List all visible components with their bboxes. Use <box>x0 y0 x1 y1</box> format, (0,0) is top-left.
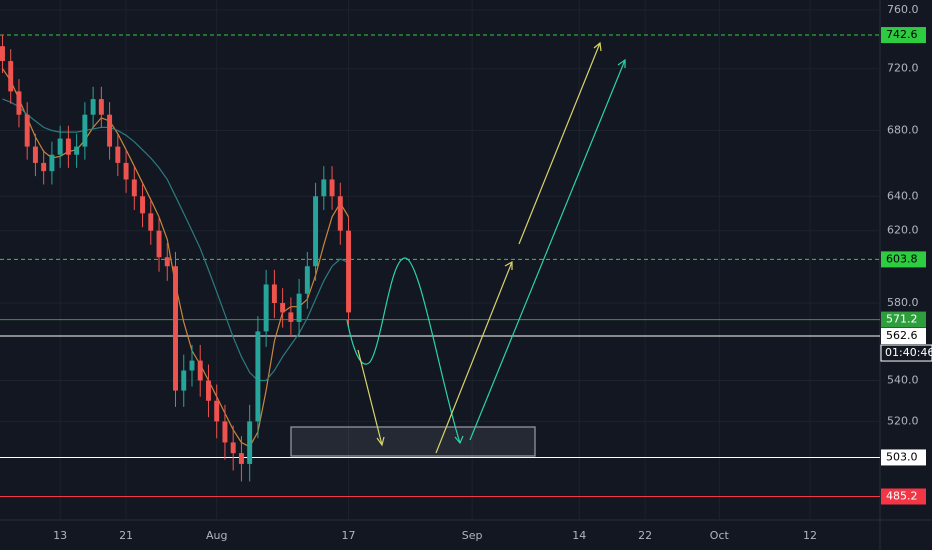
arrow-head <box>617 58 626 68</box>
candle-body <box>156 230 162 258</box>
price-label-bg <box>881 251 926 268</box>
candle-body <box>247 421 253 464</box>
candle-body <box>296 293 302 322</box>
price-label-bg <box>881 27 926 44</box>
candle-body <box>16 91 22 115</box>
y-tick-label: 520.0 <box>887 414 919 427</box>
candle-body <box>123 162 129 180</box>
candle-body <box>230 442 236 454</box>
candle-body <box>140 196 146 214</box>
y-tick-label: 640.0 <box>887 189 919 202</box>
arrow <box>357 349 383 446</box>
price-label-bg <box>881 328 926 345</box>
candle-body <box>164 257 170 267</box>
arrow-head <box>376 436 385 447</box>
price-label: 742.6 <box>886 28 918 41</box>
candle-body <box>0 46 5 62</box>
candle-body <box>148 213 154 231</box>
price-label: 603.8 <box>886 252 918 265</box>
arrow <box>518 42 601 245</box>
candle-body <box>131 179 137 197</box>
y-tick-label: 540.0 <box>887 373 919 386</box>
y-tick-label: 760.0 <box>887 3 919 16</box>
x-tick-label: 17 <box>342 529 356 542</box>
price-lines <box>0 34 880 498</box>
candle-body <box>205 380 211 401</box>
x-tick-label: 12 <box>803 529 817 542</box>
candle-body <box>82 114 88 147</box>
axes: 760.0 720.0 680.0 640.0 620.0 580.0 540.0 520.0… <box>53 3 932 542</box>
candle-body <box>288 312 294 322</box>
candle-body <box>74 146 80 155</box>
price-label-bg <box>881 311 926 328</box>
candle-body <box>304 266 310 294</box>
candle-body <box>41 162 47 172</box>
candles <box>0 34 352 482</box>
candle-body <box>98 99 104 115</box>
x-tick-label: 22 <box>638 529 652 542</box>
y-tick-label: 720.0 <box>887 62 919 75</box>
y-tick-label: 580.0 <box>887 296 919 309</box>
x-tick-label: 13 <box>53 529 67 542</box>
arrow-head <box>593 41 602 52</box>
candle-body <box>197 360 203 381</box>
price-label: 485.2 <box>886 490 918 503</box>
candle-body <box>329 179 335 197</box>
candle-body <box>65 138 71 155</box>
x-tick-label: Sep <box>462 529 483 542</box>
price-label: 503.0 <box>886 450 918 463</box>
price-label-bg <box>881 488 926 505</box>
arrow <box>435 261 513 454</box>
candle-body <box>173 266 178 391</box>
target-box <box>290 426 536 457</box>
candle-body <box>214 400 220 422</box>
candle-body <box>107 114 113 147</box>
x-tick-label: Oct <box>710 529 730 542</box>
candle-body <box>181 370 187 391</box>
x-tick-label: 14 <box>572 529 586 542</box>
candle-body <box>90 99 96 115</box>
countdown: 01:40:46 <box>885 346 932 359</box>
countdown-bg <box>880 344 932 362</box>
x-tick-label: 21 <box>119 529 133 542</box>
price-label-bg <box>881 449 926 466</box>
candle-body <box>346 230 352 313</box>
candle-body <box>222 421 228 443</box>
arrow-head <box>504 260 513 270</box>
drawings <box>290 41 626 457</box>
candle-body <box>271 284 277 304</box>
y-tick-label: 680.0 <box>887 124 919 137</box>
candle-body <box>32 146 38 163</box>
candle-body <box>238 453 244 464</box>
candle-body <box>313 196 319 267</box>
candle-body <box>337 196 343 231</box>
candle-body <box>24 114 30 147</box>
y-tick-label: 620.0 <box>887 224 919 237</box>
arrow <box>469 59 626 441</box>
candle-body <box>263 284 269 332</box>
candle-body <box>115 146 121 163</box>
price-label: 562.6 <box>886 329 918 342</box>
price-label: 571.2 <box>886 313 918 326</box>
candle-body <box>255 331 261 422</box>
candle-body <box>280 303 286 313</box>
candle-body <box>49 154 55 172</box>
x-tick-label: Aug <box>206 529 227 542</box>
candle-body <box>57 138 63 155</box>
candle-body <box>8 61 14 92</box>
candle-body <box>189 360 195 371</box>
candle-body <box>321 179 327 197</box>
arrow-head <box>454 435 464 445</box>
